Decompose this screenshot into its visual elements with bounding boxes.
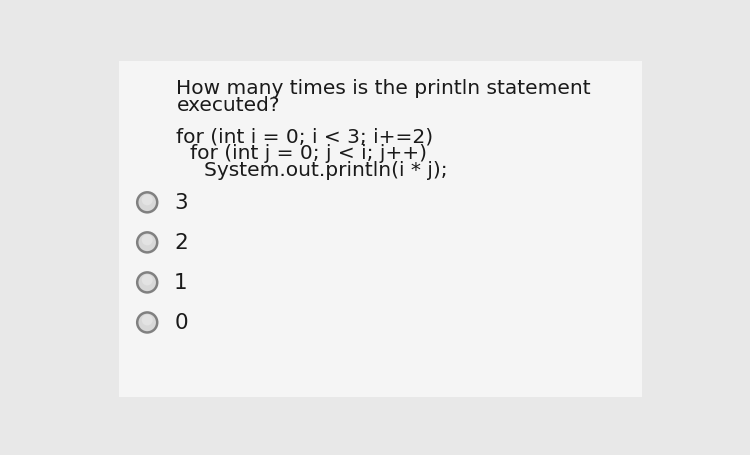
Text: 1: 1 xyxy=(174,273,188,293)
Circle shape xyxy=(137,193,158,213)
Circle shape xyxy=(142,235,153,246)
Text: 0: 0 xyxy=(174,313,188,333)
Circle shape xyxy=(142,315,153,326)
Text: executed?: executed? xyxy=(176,96,280,115)
Circle shape xyxy=(137,313,158,333)
Circle shape xyxy=(142,195,153,206)
Text: for (int i = 0; i < 3; i+=2): for (int i = 0; i < 3; i+=2) xyxy=(176,127,434,146)
Text: System.out.println(i * j);: System.out.println(i * j); xyxy=(204,161,448,180)
Circle shape xyxy=(142,275,153,286)
Circle shape xyxy=(137,273,158,293)
Text: 2: 2 xyxy=(174,233,188,253)
Text: for (int j = 0; j < i; j++): for (int j = 0; j < i; j++) xyxy=(190,144,428,163)
Circle shape xyxy=(137,233,158,253)
Text: How many times is the println statement: How many times is the println statement xyxy=(176,79,591,98)
Text: 3: 3 xyxy=(174,193,188,213)
